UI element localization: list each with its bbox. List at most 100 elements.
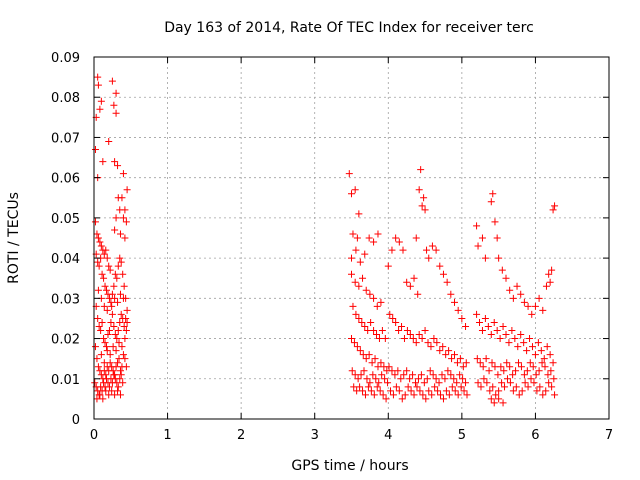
data-point [108, 302, 116, 310]
x-tick-label: 6 [531, 428, 539, 443]
data-point [460, 387, 468, 395]
y-tick-label: 0.04 [51, 252, 80, 267]
data-point [545, 379, 553, 387]
data-point [351, 186, 359, 194]
data-point [517, 363, 525, 371]
data-point [407, 387, 415, 395]
data-point [122, 327, 130, 335]
data-point [94, 258, 102, 266]
data-point [423, 375, 431, 383]
data-point [448, 355, 456, 363]
data-point [113, 379, 121, 387]
data-point [397, 375, 405, 383]
x-tick-label: 5 [458, 428, 466, 443]
data-point [491, 218, 499, 226]
data-point [349, 302, 357, 310]
data-point [509, 294, 517, 302]
data-point [361, 391, 369, 399]
data-point [428, 391, 436, 399]
data-point [439, 395, 447, 403]
data-point [502, 274, 510, 282]
data-point [102, 371, 110, 379]
data-point [481, 254, 489, 262]
data-point [412, 379, 420, 387]
data-point [451, 387, 459, 395]
data-point [494, 371, 502, 379]
data-point [116, 290, 124, 298]
data-point [373, 302, 381, 310]
data-point [110, 371, 118, 379]
data-point [119, 379, 127, 387]
data-point [389, 391, 397, 399]
data-point [509, 387, 517, 395]
data-point [370, 391, 378, 399]
data-point [356, 383, 364, 391]
data-point [403, 327, 411, 335]
data-point [421, 327, 429, 335]
data-point [116, 391, 124, 399]
data-point [106, 359, 114, 367]
data-point [111, 158, 119, 166]
data-point [490, 399, 498, 407]
data-point [100, 335, 108, 343]
data-point [477, 383, 485, 391]
data-point [122, 314, 130, 322]
data-point [96, 105, 104, 113]
data-point [509, 371, 517, 379]
data-point [447, 290, 455, 298]
data-point [105, 383, 113, 391]
data-point [490, 318, 498, 326]
data-point [457, 383, 465, 391]
data-point [512, 367, 520, 375]
data-point [476, 359, 484, 367]
data-point [122, 218, 130, 226]
data-point [501, 383, 509, 391]
data-point [98, 318, 106, 326]
data-point [375, 335, 383, 343]
data-point [409, 335, 417, 343]
data-point [111, 391, 119, 399]
data-point [111, 270, 119, 278]
data-point [456, 355, 464, 363]
data-point [107, 318, 115, 326]
data-point [351, 371, 359, 379]
data-point [353, 234, 361, 242]
data-point [551, 202, 559, 210]
data-point [98, 270, 106, 278]
data-point [361, 322, 369, 330]
data-point [521, 379, 529, 387]
data-point [532, 371, 540, 379]
data-point [482, 355, 490, 363]
data-point [93, 355, 101, 363]
data-point [531, 351, 539, 359]
data-point [462, 322, 470, 330]
data-point [414, 375, 422, 383]
data-point [114, 383, 122, 391]
data-point [94, 73, 102, 81]
data-point [424, 339, 432, 347]
data-point [485, 367, 493, 375]
data-point [102, 246, 110, 254]
y-tick-label: 0.01 [51, 373, 80, 388]
data-point [114, 327, 122, 335]
data-point [548, 383, 556, 391]
data-point [389, 314, 397, 322]
data-point [91, 343, 99, 351]
data-point [348, 367, 356, 375]
data-point [392, 234, 400, 242]
data-point [116, 254, 124, 262]
data-point [459, 363, 467, 371]
y-tick-label: 0 [72, 413, 80, 428]
data-point [350, 383, 358, 391]
data-point [369, 371, 377, 379]
data-point [106, 351, 114, 359]
data-point [379, 391, 387, 399]
data-point [495, 395, 503, 403]
data-points [91, 73, 559, 407]
data-point [108, 310, 116, 318]
data-point [114, 359, 122, 367]
data-point [119, 214, 127, 222]
data-point [377, 359, 385, 367]
data-point [349, 230, 357, 238]
data-point [549, 206, 557, 214]
